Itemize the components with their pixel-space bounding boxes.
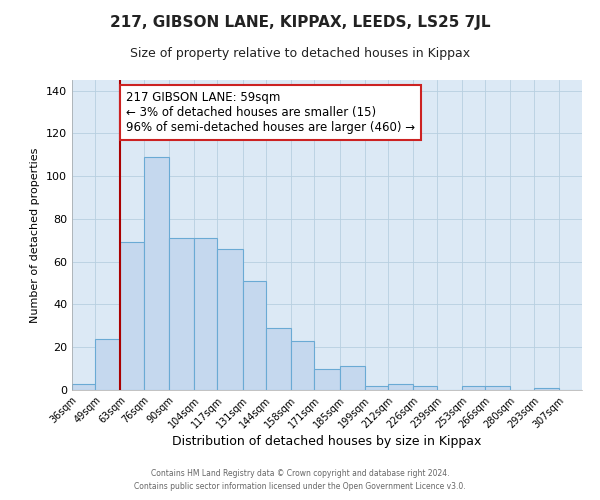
Bar xyxy=(533,388,559,390)
Bar xyxy=(291,341,314,390)
Bar xyxy=(388,384,413,390)
Bar xyxy=(340,366,365,390)
Bar xyxy=(217,249,242,390)
Bar xyxy=(413,386,437,390)
Text: 217, GIBSON LANE, KIPPAX, LEEDS, LS25 7JL: 217, GIBSON LANE, KIPPAX, LEEDS, LS25 7J… xyxy=(110,15,490,30)
Bar xyxy=(242,281,266,390)
Bar xyxy=(485,386,510,390)
Bar xyxy=(266,328,291,390)
Text: Contains HM Land Registry data © Crown copyright and database right 2024.: Contains HM Land Registry data © Crown c… xyxy=(151,468,449,477)
Text: Contains public sector information licensed under the Open Government Licence v3: Contains public sector information licen… xyxy=(134,482,466,491)
Y-axis label: Number of detached properties: Number of detached properties xyxy=(31,148,40,322)
Bar xyxy=(95,338,121,390)
Bar xyxy=(121,242,144,390)
Bar xyxy=(144,157,169,390)
Bar xyxy=(314,368,340,390)
Text: Size of property relative to detached houses in Kippax: Size of property relative to detached ho… xyxy=(130,48,470,60)
Bar xyxy=(169,238,194,390)
Bar xyxy=(461,386,485,390)
Text: 217 GIBSON LANE: 59sqm
← 3% of detached houses are smaller (15)
96% of semi-deta: 217 GIBSON LANE: 59sqm ← 3% of detached … xyxy=(126,90,415,134)
Bar xyxy=(194,238,217,390)
X-axis label: Distribution of detached houses by size in Kippax: Distribution of detached houses by size … xyxy=(172,436,482,448)
Bar xyxy=(365,386,388,390)
Bar xyxy=(72,384,95,390)
